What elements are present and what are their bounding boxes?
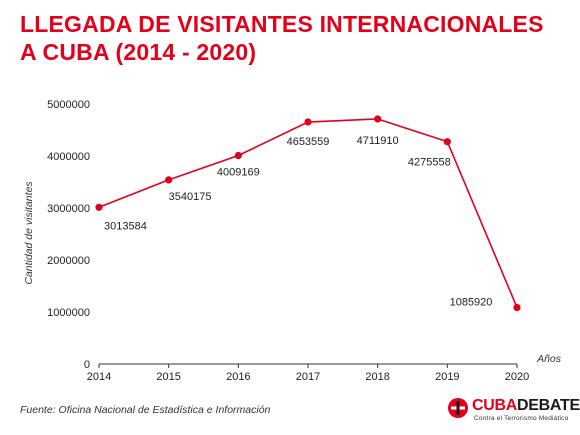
chart-title-line-2: A CUBA (2014 - 2020) [20, 39, 257, 65]
logo-wordmark: CUBADEBATE [472, 396, 580, 416]
data-label: 3540175 [169, 191, 212, 203]
data-point [304, 118, 312, 126]
y-axis-ticks: 0 1000000 2000000 3000000 4000000 5000000 [47, 99, 90, 371]
data-label: 4275558 [408, 157, 451, 169]
x-tick-label: 2017 [296, 371, 320, 383]
data-point [374, 115, 382, 123]
y-axis-title: Cantidad de visitantes [23, 181, 35, 285]
source-note: Fuente: Oficina Nacional de Estadística … [20, 404, 271, 416]
logo-wordmark-debate: DEBATE [517, 397, 580, 414]
y-tick-label: 5000000 [47, 99, 90, 111]
x-tick-label: 2018 [365, 371, 389, 383]
data-labels: 3013584 3540175 4009169 4653559 4711910 42755… [104, 135, 492, 309]
y-tick-label: 4000000 [47, 151, 90, 163]
x-tick-label: 2020 [505, 371, 529, 383]
y-tick-label: 0 [84, 359, 90, 371]
data-label: 4653559 [287, 136, 330, 148]
data-label: 4009169 [217, 167, 260, 179]
data-point [234, 151, 242, 160]
cubadebate-logo-icon [448, 398, 468, 418]
x-tick-label: 2015 [156, 371, 180, 383]
data-point [165, 176, 173, 184]
data-label: 4711910 [357, 135, 399, 147]
x-tick-label: 2014 [87, 371, 111, 383]
data-point [443, 138, 451, 146]
x-axis-ticks: 2014 2015 2016 2017 2018 2019 2020 [87, 364, 529, 383]
x-tick-label: 2016 [226, 371, 250, 383]
data-label: 1085920 [450, 297, 493, 309]
data-point [95, 203, 103, 211]
data-label: 3013584 [104, 220, 147, 232]
x-tick-label: 2019 [435, 371, 459, 383]
y-tick-label: 1000000 [47, 307, 90, 319]
x-axis-title: Años [536, 353, 562, 365]
chart-title-line-1: LLEGADA DE VISITANTES INTERNACIONALES [20, 11, 544, 37]
y-tick-label: 3000000 [47, 203, 90, 215]
series-visitantes [95, 115, 521, 312]
data-point [513, 303, 521, 312]
chart-title: LLEGADA DE VISITANTES INTERNACIONALES A … [20, 10, 560, 66]
cubadebate-logo: CUBADEBATE Contra el Terrorismo Mediátic… [447, 396, 580, 428]
logo-wordmark-cuba: CUBA [472, 397, 518, 414]
y-tick-label: 2000000 [47, 255, 90, 267]
logo-subtitle: Contra el Terrorismo Mediático [474, 415, 569, 422]
